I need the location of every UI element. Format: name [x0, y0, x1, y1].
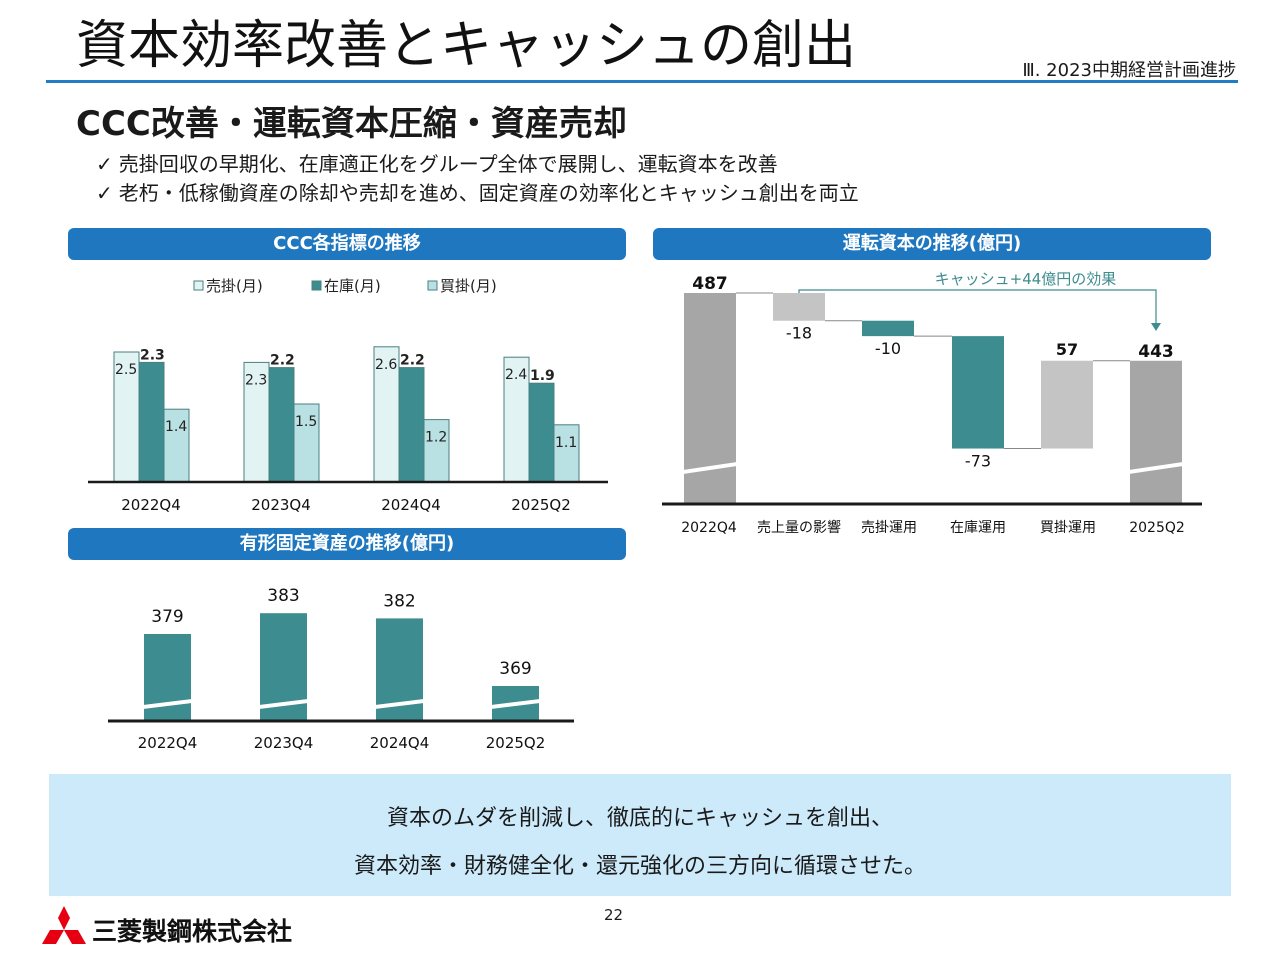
company-name: 三菱製鋼株式会社	[92, 917, 292, 946]
data-label: 1.4	[165, 419, 187, 435]
category-label: 売掛運用	[861, 520, 917, 536]
fixed-assets-chart-header: 有形固定資産の推移(億円)	[68, 528, 626, 560]
bar-2	[293, 403, 320, 483]
category-label: 2022Q4	[681, 520, 737, 536]
page-number: 22	[604, 906, 624, 924]
bar-2	[553, 424, 580, 483]
legend-swatch	[427, 280, 438, 291]
three-diamonds-icon	[42, 906, 86, 944]
data-label: 1.2	[425, 430, 447, 446]
data-label: 2.3	[245, 372, 267, 388]
bullet-item: ✓ 売掛回収の早期化、在庫適正化をグループ全体で展開し、運転資本を改善	[96, 148, 778, 177]
waterfall-chart: 487 -18 -10 -73 57 443 キャッシュ+44億円の効果 2022Q4 売上量…	[662, 270, 1202, 536]
category-label: 売上量の影響	[757, 519, 841, 536]
category-label: 2023Q4	[251, 496, 311, 514]
axis-break-mark	[259, 699, 308, 709]
category-label: 2022Q4	[121, 496, 181, 514]
data-label: -73	[965, 452, 991, 471]
data-label: 382	[383, 591, 415, 611]
legend-label: 売掛(月)	[206, 277, 263, 295]
bar-1	[398, 367, 425, 483]
arrow-head-icon	[1151, 323, 1161, 331]
legend-label: 在庫(月)	[324, 277, 381, 295]
waterfall-bar-step	[952, 336, 1004, 449]
data-label: 443	[1138, 342, 1174, 362]
waterfall-bar-total	[1130, 360, 1182, 504]
ccc-chart-header: CCC各指標の推移	[68, 228, 626, 260]
legend-swatch	[311, 280, 322, 291]
data-label: 1.1	[555, 435, 577, 451]
bar-0	[113, 351, 140, 483]
data-label: 2.5	[115, 362, 137, 378]
annotation-arrow	[798, 289, 1157, 326]
annotation-label: キャッシュ+44億円の効果	[935, 270, 1117, 288]
axis-break-mark	[375, 699, 424, 709]
category-label: 2022Q4	[138, 734, 198, 752]
axis-break-mark	[1129, 462, 1183, 474]
data-label: -18	[786, 324, 812, 343]
check-icon: ✓	[96, 181, 113, 205]
fixed-assets-chart: 379 383 382 369 2022Q4 2023Q4 2024Q4 2025Q2	[108, 586, 574, 752]
data-label: 369	[499, 659, 531, 679]
category-label: 2025Q2	[1129, 520, 1185, 536]
category-label: 買掛運用	[1040, 520, 1096, 536]
bar-1	[528, 382, 555, 483]
working-capital-chart-header: 運転資本の推移(億円)	[653, 228, 1211, 260]
data-label: 2.3	[140, 347, 165, 363]
data-label: 2.2	[400, 353, 425, 369]
category-label: 2024Q4	[381, 496, 441, 514]
data-label: 1.9	[530, 368, 555, 384]
section-label: Ⅲ. 2023中期経営計画進捗	[1022, 60, 1236, 81]
legend-swatch	[193, 280, 204, 291]
data-label: 2.2	[270, 353, 295, 369]
axis-break-mark	[683, 462, 737, 474]
category-label: 在庫運用	[950, 519, 1006, 536]
data-label: 1.5	[295, 414, 317, 430]
data-label: 487	[692, 274, 728, 294]
bar-1	[138, 361, 165, 483]
ccc-chart: 売掛(月) 在庫(月) 買掛(月) 2.52.31.42.32.21.52.6 2.2…	[88, 277, 608, 514]
bullet-text: 老朽・低稼働資産の除却や売却を進め、固定資産の効率化とキャッシュ創出を両立	[118, 181, 859, 205]
banner-line-2: 資本効率・財務健全化・還元強化の三方向に循環させた。	[353, 854, 926, 879]
header-rule	[46, 80, 1238, 83]
waterfall-bar-step	[862, 320, 914, 337]
bullet-item: ✓ 老朽・低稼働資産の除却や売却を進め、固定資産の効率化とキャッシュ創出を両立	[96, 177, 859, 206]
axis-break-mark	[143, 699, 192, 709]
bar-2	[163, 408, 190, 483]
waterfall-bar-step	[1041, 360, 1093, 449]
page-title: 資本効率改善とキャッシュの創出	[76, 16, 857, 76]
category-label: 2024Q4	[370, 734, 430, 752]
summary-banner: 資本のムダを削減し、徹底的にキャッシュを創出、 資本効率・財務健全化・還元強化の…	[49, 774, 1231, 896]
data-label: -10	[875, 339, 901, 358]
banner-line-1: 資本のムダを削減し、徹底的にキャッシュを創出、	[386, 806, 893, 831]
data-label: 2.4	[505, 367, 527, 383]
bar-1	[268, 367, 295, 483]
data-label: 383	[267, 586, 299, 606]
axis-break-mark	[491, 699, 540, 709]
slide-subtitle: CCC改善・運転資本圧縮・資産売却	[76, 104, 627, 144]
bullet-text: 売掛回収の早期化、在庫適正化をグループ全体で展開し、運転資本を改善	[118, 152, 778, 176]
bar-2	[423, 419, 450, 483]
company-logo: 三菱製鋼株式会社	[42, 906, 292, 946]
waterfall-bar-step	[773, 293, 825, 321]
check-icon: ✓	[96, 152, 113, 176]
data-label: 379	[151, 607, 183, 627]
category-label: 2025Q2	[511, 496, 571, 514]
legend-label: 買掛(月)	[440, 277, 497, 295]
category-label: 2025Q2	[486, 734, 546, 752]
data-label: 2.6	[375, 357, 397, 373]
data-label: 57	[1056, 340, 1078, 359]
category-label: 2023Q4	[254, 734, 314, 752]
